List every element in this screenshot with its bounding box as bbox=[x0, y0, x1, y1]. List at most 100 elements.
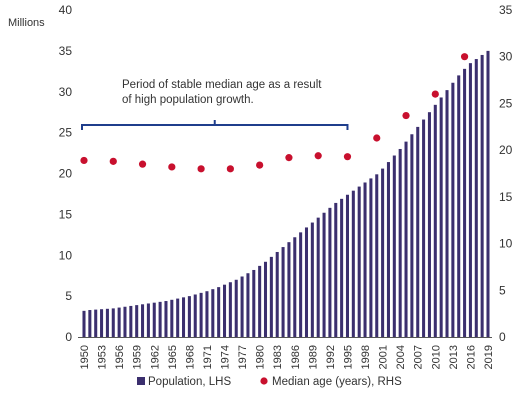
left-tick-label: 5 bbox=[65, 289, 72, 303]
population-bar bbox=[451, 82, 455, 337]
population-bar bbox=[480, 54, 484, 338]
left-tick-label: 30 bbox=[59, 85, 73, 99]
population-bar bbox=[357, 186, 361, 337]
x-tick-label: 1995 bbox=[342, 345, 354, 369]
population-bar bbox=[322, 212, 326, 337]
population-bar bbox=[263, 261, 268, 337]
population-bar bbox=[381, 168, 385, 337]
population-bar bbox=[457, 75, 461, 338]
x-tick-label: 1950 bbox=[79, 345, 91, 369]
median-age-point bbox=[138, 160, 147, 168]
population-bar bbox=[351, 190, 355, 337]
left-tick-label: 25 bbox=[59, 126, 73, 140]
legend-median-age-label: Median age (years), RHS bbox=[272, 376, 402, 388]
x-tick-label: 1986 bbox=[290, 345, 302, 369]
population-bar bbox=[187, 296, 191, 338]
population-bar bbox=[182, 297, 186, 337]
population-bar bbox=[223, 284, 227, 337]
population-bars bbox=[82, 50, 490, 338]
population-bar bbox=[117, 307, 121, 337]
population-bar bbox=[275, 251, 279, 337]
population-bar bbox=[486, 50, 490, 338]
left-tick-label: 40 bbox=[59, 3, 73, 17]
x-axis-ticks: 1950 1953 1956 1959 1962 1965 1968 1971 1974 1977… bbox=[79, 345, 495, 369]
median-age-point bbox=[373, 134, 381, 142]
left-tick-label: 15 bbox=[59, 207, 73, 221]
population-bar bbox=[304, 227, 309, 337]
median-age-point bbox=[80, 156, 88, 165]
population-bar bbox=[281, 247, 285, 337]
population-bar bbox=[123, 306, 127, 337]
right-tick-label: 10 bbox=[499, 237, 513, 251]
right-tick-label: 20 bbox=[499, 143, 513, 157]
x-tick-label: 1989 bbox=[307, 345, 319, 369]
median-age-point bbox=[226, 165, 234, 173]
population-bar bbox=[228, 282, 232, 337]
population-bar bbox=[94, 309, 98, 337]
x-tick-label: 2013 bbox=[448, 345, 460, 369]
population-bar bbox=[88, 310, 92, 337]
median-age-point bbox=[460, 53, 469, 61]
population-bar bbox=[199, 292, 203, 337]
median-age-point bbox=[168, 163, 176, 171]
population-bar bbox=[416, 126, 420, 338]
x-tick-label: 1974 bbox=[220, 345, 232, 369]
population-bar bbox=[334, 202, 338, 337]
x-tick-label: 2004 bbox=[395, 345, 407, 369]
population-bar bbox=[427, 112, 431, 337]
x-tick-label: 2010 bbox=[430, 345, 442, 369]
legend-median-age-swatch bbox=[260, 377, 268, 385]
population-bar bbox=[468, 63, 472, 337]
population-bar bbox=[82, 310, 86, 337]
population-bar bbox=[105, 308, 109, 337]
population-bar bbox=[205, 291, 209, 337]
x-tick-label: 1983 bbox=[272, 345, 284, 369]
right-tick-label: 15 bbox=[499, 190, 513, 204]
right-tick-label: 0 bbox=[499, 330, 506, 344]
population-bar bbox=[287, 242, 291, 337]
population-bar bbox=[152, 302, 156, 337]
population-bar bbox=[246, 273, 250, 337]
population-bar bbox=[410, 134, 414, 337]
left-axis-ticks: 0 5 10 15 20 25 30 35 40 bbox=[59, 3, 73, 344]
annotation-text: Period of stable median age as a result o… bbox=[122, 79, 322, 106]
population-bar bbox=[111, 308, 115, 337]
population-bar bbox=[100, 309, 104, 337]
population-bar bbox=[269, 256, 273, 337]
population-bar bbox=[386, 162, 390, 337]
x-tick-label: 1971 bbox=[202, 345, 214, 369]
population-bar bbox=[252, 269, 256, 337]
x-tick-label: 2019 bbox=[483, 345, 495, 369]
right-tick-label: 30 bbox=[499, 50, 513, 64]
population-bar bbox=[363, 182, 367, 337]
population-bar bbox=[217, 287, 221, 337]
population-bar bbox=[345, 194, 349, 337]
x-tick-label: 2016 bbox=[465, 345, 477, 369]
population-bar bbox=[258, 265, 262, 337]
median-age-point bbox=[197, 165, 205, 173]
population-bar bbox=[299, 232, 303, 337]
x-tick-label: 1956 bbox=[114, 345, 126, 369]
population-bar bbox=[433, 104, 437, 337]
population-bar bbox=[328, 207, 332, 337]
median-age-point bbox=[314, 152, 322, 160]
population-bar bbox=[463, 68, 467, 338]
population-bar bbox=[398, 148, 402, 337]
population-bar bbox=[316, 217, 320, 337]
left-tick-label: 20 bbox=[59, 167, 73, 181]
x-tick-label: 1992 bbox=[325, 345, 337, 369]
population-bar bbox=[146, 303, 150, 337]
median-age-points bbox=[80, 53, 469, 173]
x-tick-label: 2001 bbox=[378, 345, 390, 369]
legend: Population, LHS Median age (years), RHS bbox=[137, 376, 402, 388]
left-tick-label: 35 bbox=[59, 44, 73, 58]
population-bar bbox=[164, 301, 168, 337]
median-age-point bbox=[256, 161, 264, 169]
left-tick-label: 0 bbox=[65, 330, 72, 344]
x-tick-label: 1962 bbox=[149, 345, 161, 369]
x-tick-label: 1959 bbox=[132, 345, 144, 369]
population-bar bbox=[234, 279, 238, 337]
median-age-point bbox=[109, 157, 117, 165]
population-bar bbox=[310, 222, 314, 337]
